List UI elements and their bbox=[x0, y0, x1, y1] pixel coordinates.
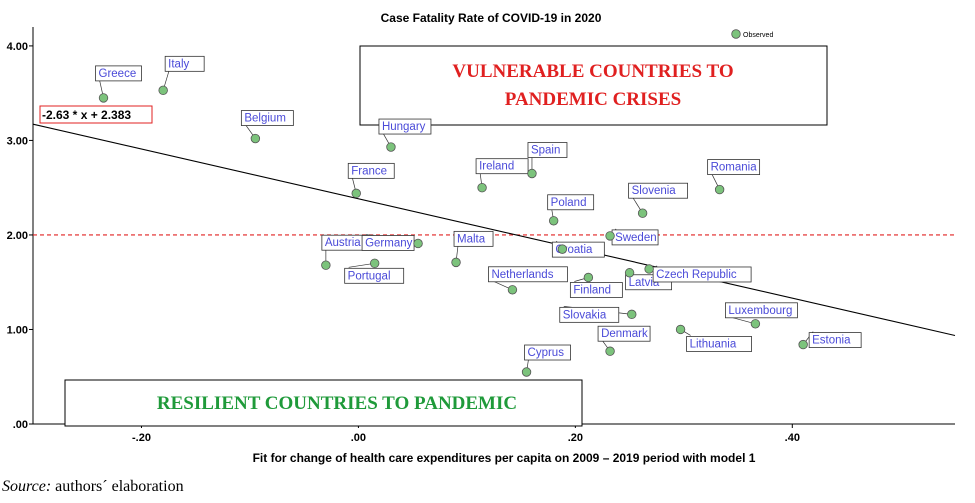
vulnerable-label: PANDEMIC CRISES bbox=[505, 89, 681, 110]
legend-marker bbox=[731, 29, 741, 39]
point-label-box bbox=[164, 55, 205, 72]
fit-line bbox=[32, 123, 956, 337]
point-label: Hungary bbox=[382, 121, 426, 133]
point-label: Slovakia bbox=[563, 309, 607, 321]
resilient-label: RESILIENT COUNTRIES TO PANDEMIC bbox=[157, 393, 517, 414]
data-point bbox=[507, 285, 518, 295]
point-label: Luxembourg bbox=[728, 305, 792, 317]
point-label-box bbox=[808, 332, 862, 349]
data-point bbox=[605, 346, 615, 356]
point-label-box bbox=[453, 230, 494, 247]
data-point bbox=[675, 324, 686, 335]
point-label: Romania bbox=[711, 162, 758, 174]
source-prefix: Source: bbox=[2, 478, 52, 495]
point-label: Cyprus bbox=[528, 347, 565, 359]
point-label-box bbox=[652, 266, 752, 283]
point-label-box bbox=[547, 194, 595, 211]
data-point bbox=[798, 339, 808, 350]
fit-equation-box bbox=[39, 105, 153, 124]
data-point bbox=[386, 142, 396, 152]
point-label: Ireland bbox=[479, 161, 514, 173]
x-axis-title: Fit for change of health care expenditur… bbox=[253, 451, 756, 465]
point-label-box bbox=[707, 159, 761, 175]
data-point bbox=[637, 208, 648, 218]
point-label: Poland bbox=[551, 197, 587, 209]
point-label-box bbox=[344, 267, 405, 284]
source-text: authors´ elaboration bbox=[51, 478, 184, 495]
point-label: Belgium bbox=[244, 113, 286, 125]
point-label: Netherlands bbox=[491, 269, 553, 281]
point-label: France bbox=[351, 165, 387, 177]
point-label: Spain bbox=[531, 145, 560, 157]
y-tick-label: 1.00 bbox=[7, 324, 28, 336]
data-point bbox=[548, 216, 559, 226]
x-tick-label: .20 bbox=[568, 432, 583, 444]
data-point bbox=[527, 168, 537, 179]
x-tick-label: .00 bbox=[351, 432, 366, 444]
data-point bbox=[451, 257, 461, 268]
point-label-box bbox=[628, 182, 689, 199]
point-label-box bbox=[527, 142, 568, 158]
point-label-box bbox=[488, 266, 568, 283]
point-label: Czech Republic bbox=[656, 269, 737, 281]
point-label-box bbox=[686, 336, 752, 352]
point-label: Denmark bbox=[601, 328, 648, 340]
point-label: Estonia bbox=[812, 335, 851, 347]
point-label: Germany bbox=[365, 237, 413, 249]
data-point bbox=[583, 272, 594, 283]
data-point bbox=[321, 260, 331, 270]
point-label: Greece bbox=[99, 68, 137, 80]
chart-svg: Case Fatality Rate of COVID-19 in 2020 .… bbox=[7, 11, 956, 465]
data-point bbox=[605, 231, 615, 241]
vulnerable-label: VULNERABLE COUNTRIES TO bbox=[452, 61, 733, 82]
legend-label: Observed bbox=[743, 32, 773, 39]
point-label: Italy bbox=[168, 58, 189, 70]
point-label-box bbox=[725, 302, 798, 319]
data-point bbox=[369, 258, 380, 269]
x-tick-label: .40 bbox=[785, 432, 800, 444]
point-label-box bbox=[524, 344, 571, 361]
vulnerable-box bbox=[359, 45, 828, 126]
data-point bbox=[750, 319, 761, 329]
chart-title: Case Fatality Rate of COVID-19 in 2020 bbox=[381, 11, 602, 25]
data-point bbox=[714, 184, 725, 195]
point-label-box bbox=[475, 158, 529, 175]
x-tick-label: -.20 bbox=[132, 432, 151, 444]
data-point bbox=[98, 93, 109, 103]
data-point bbox=[557, 244, 568, 254]
point-label-box bbox=[597, 325, 651, 342]
data-point bbox=[250, 133, 261, 144]
data-point bbox=[624, 268, 635, 278]
y-tick-label: 4.00 bbox=[7, 41, 28, 53]
point-label: Sweden bbox=[615, 232, 657, 244]
y-tick-label: .00 bbox=[13, 419, 28, 431]
data-point bbox=[158, 85, 168, 96]
data-point bbox=[627, 309, 637, 320]
point-label: Portugal bbox=[348, 270, 391, 282]
point-label: Malta bbox=[457, 233, 486, 245]
data-point bbox=[644, 264, 654, 274]
y-tick-label: 2.00 bbox=[7, 230, 28, 242]
point-label-box bbox=[559, 306, 620, 323]
point-label: Finland bbox=[573, 284, 611, 296]
fit-equation-label: -2.63 * x + 2.383 bbox=[42, 108, 131, 122]
data-point bbox=[521, 367, 532, 377]
point-label: Lithuania bbox=[690, 338, 737, 350]
data-point bbox=[413, 238, 423, 249]
point-label-box bbox=[569, 282, 623, 298]
point-label-box bbox=[378, 118, 432, 135]
point-label-box bbox=[95, 65, 142, 82]
point-label: Austria bbox=[325, 237, 361, 249]
point-label-box bbox=[240, 110, 294, 126]
point-label-box bbox=[347, 162, 395, 179]
y-tick-label: 3.00 bbox=[7, 135, 28, 147]
source-note: Source: authors´ elaboration bbox=[2, 478, 184, 496]
resilient-box bbox=[64, 379, 583, 427]
data-point bbox=[351, 188, 361, 199]
data-point bbox=[477, 182, 487, 193]
point-label: Latvia bbox=[629, 277, 660, 289]
point-label: Slovenia bbox=[632, 185, 677, 197]
